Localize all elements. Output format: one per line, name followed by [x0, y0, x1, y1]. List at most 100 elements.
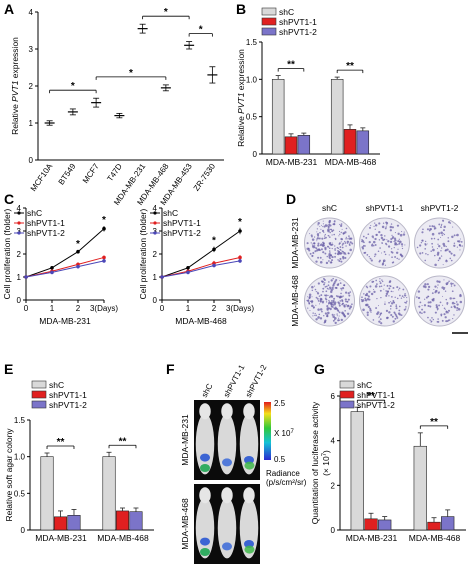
colony-dot — [391, 236, 395, 239]
colony-dot — [339, 233, 341, 235]
colony-dot — [424, 243, 426, 245]
colony-dot — [459, 249, 461, 251]
colony-dot — [384, 227, 387, 230]
x-tick-label: 1 — [186, 304, 191, 313]
colony-dot — [417, 290, 421, 293]
colony-dot — [405, 301, 407, 304]
colony-dot — [312, 307, 314, 309]
colony-dot — [361, 241, 363, 243]
colony-dot — [453, 244, 456, 247]
colony-dot — [379, 282, 382, 285]
colony-dot — [392, 291, 394, 293]
colony-dot — [339, 295, 342, 298]
legend-swatch — [31, 390, 47, 399]
y-axis-label: Cell proliferation (folder) — [2, 208, 12, 299]
colony-dot — [330, 243, 333, 247]
colony-dot — [374, 243, 377, 246]
colony-dot — [317, 316, 320, 319]
colony-dot — [374, 222, 376, 224]
colony-dot — [317, 256, 320, 259]
scale-min-label: 0.5 — [274, 455, 286, 464]
colony-dot — [337, 283, 340, 285]
colony-dot — [393, 237, 397, 240]
colony-dot — [325, 261, 329, 265]
x-tick-label: 2 — [76, 304, 81, 313]
colony-dot — [398, 305, 401, 308]
y-axis-unit-label: (× 107) — [321, 450, 331, 476]
luminescence-signal — [222, 458, 232, 467]
culture-plate — [359, 275, 410, 327]
colony-dot — [453, 242, 456, 244]
colony-dot — [344, 240, 346, 243]
colony-dot — [450, 282, 453, 285]
mouse-head — [243, 487, 255, 504]
y-tick-label: 1 — [29, 119, 34, 128]
colony-dot — [453, 254, 456, 257]
y-tick-label: 2 — [153, 250, 158, 259]
colony-dot — [364, 297, 367, 300]
colony-dot — [323, 283, 326, 286]
series-line — [25, 228, 105, 278]
colony-dot — [368, 240, 371, 244]
colony-dot — [322, 287, 325, 290]
colony-dot — [378, 317, 380, 319]
colony-dot — [327, 245, 329, 247]
data-point — [238, 255, 242, 260]
colony-dot — [421, 239, 423, 242]
colony-dot — [349, 305, 352, 308]
bar — [67, 515, 81, 531]
colony-dot — [341, 228, 343, 230]
colony-dot — [331, 242, 333, 244]
scale-unit-exponent: 7 — [290, 429, 294, 435]
colony-dot — [386, 239, 388, 241]
colony-dot — [318, 313, 321, 316]
colony-dot — [339, 282, 342, 285]
colony-dot — [396, 224, 400, 227]
colony-dot — [323, 315, 325, 317]
y-tick-label: 0 — [17, 296, 22, 305]
colony-dot — [431, 246, 434, 248]
colony-dot — [381, 242, 383, 244]
colony-dot — [368, 255, 370, 258]
colony-dot — [340, 237, 343, 241]
colony-dot — [314, 312, 316, 315]
colony-dot — [426, 228, 429, 231]
colony-dot — [401, 245, 403, 247]
colony-dot — [328, 254, 331, 258]
colony-dot — [312, 251, 315, 254]
colony-dot — [341, 246, 344, 249]
colony-dot — [388, 311, 391, 314]
colony-dot — [452, 297, 455, 300]
colony-dot — [315, 314, 317, 317]
colony-dot — [423, 298, 426, 300]
colony-dot — [399, 313, 402, 316]
radiance-label: Radiance — [266, 469, 300, 478]
colony-dot — [334, 252, 337, 255]
colony-dot — [443, 233, 446, 236]
colony-dot — [447, 237, 449, 239]
colony-dot — [314, 288, 317, 291]
colony-dot — [318, 303, 321, 305]
mouse-body — [195, 413, 215, 475]
colony-dot — [455, 301, 458, 303]
colony-dot — [329, 228, 332, 231]
x-tick-label: 3(Days) — [90, 304, 118, 313]
colony-dot — [363, 293, 365, 295]
colony-dot — [388, 301, 390, 304]
bar — [378, 519, 392, 531]
colony-dot — [377, 250, 380, 252]
colony-dot — [317, 233, 320, 235]
colony-dot — [316, 228, 319, 230]
colony-dot — [395, 305, 398, 308]
colony-dot — [334, 220, 336, 222]
colony-dot — [397, 240, 400, 243]
colony-dot — [363, 251, 366, 254]
y-tick-label: 0.5 — [14, 489, 26, 498]
bar — [40, 456, 54, 531]
colony-dot — [379, 318, 382, 321]
colony-dot — [397, 248, 399, 250]
colony-dot — [427, 288, 430, 291]
colony-dot — [434, 254, 436, 257]
colony-dot — [427, 285, 431, 289]
